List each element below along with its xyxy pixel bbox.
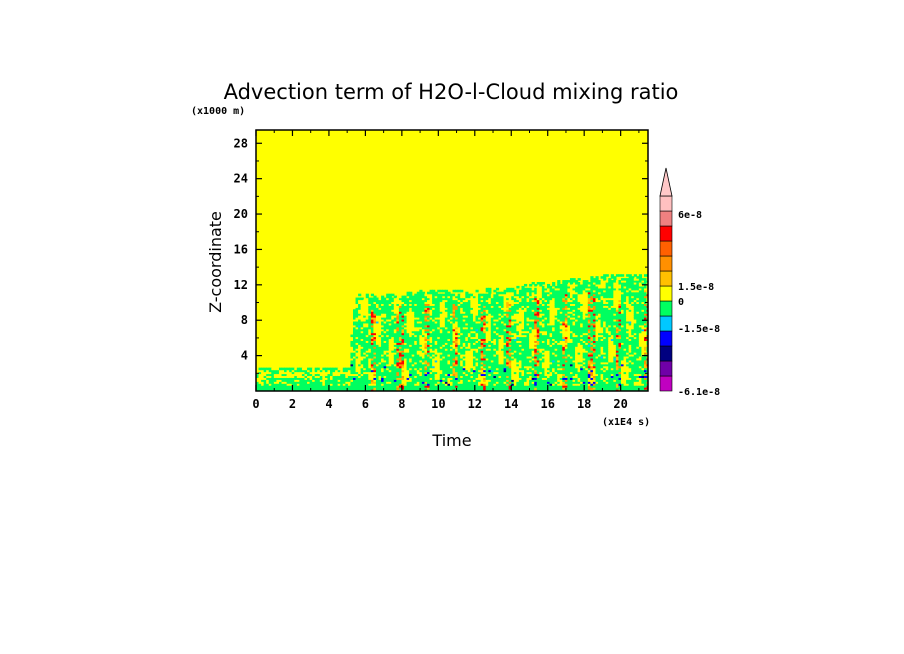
colorbar-segment [659,330,673,347]
x-tick-label: 20 [613,397,627,411]
plot-frame [255,129,649,392]
chart-title: Advection term of H2O-l-Cloud mixing rat… [224,80,679,104]
colorbar-overflow-arrow [659,167,673,197]
colorbar-segment [659,210,673,227]
colorbar-label: 1.5e-8 [678,282,714,293]
x-axis-label: Time [431,431,471,450]
colorbar-segment [659,270,673,287]
colorbar-label: -1.5e-8 [678,324,720,335]
x-tick-label: 12 [468,397,482,411]
x-unit-label: (x1E4 s) [602,417,650,428]
colorbar-segment [659,240,673,257]
x-axis-ticks: 0 2 4 6 8 10 12 14 16 18 20 [252,130,640,411]
colorbar-segment [659,195,673,212]
heatmap-field [256,274,648,391]
x-tick-label: 18 [577,397,591,411]
colorbar-segment [659,375,673,392]
x-tick-label: 8 [398,397,405,411]
colorbar-label: -6.1e-8 [678,387,720,398]
colorbar-segment [659,300,673,317]
x-tick-label: 0 [252,397,259,411]
y-axis-label: Z-coordinate [206,211,225,313]
x-tick-label: 14 [504,397,518,411]
y-unit-label: (x1000 m) [191,106,245,117]
x-tick-label: 6 [362,397,369,411]
y-tick-label: 20 [234,207,248,221]
colorbar: 6e-8 1.5e-8 0 -1.5e-8 -6.1e-8 [659,167,720,398]
x-tick-label: 2 [289,397,296,411]
y-tick-label: 8 [241,313,248,327]
colorbar-segment [659,285,673,302]
y-tick-label: 4 [241,349,248,363]
y-tick-label: 16 [234,242,248,256]
x-tick-label: 16 [540,397,554,411]
colorbar-label: 0 [678,297,684,308]
colorbar-segment [659,345,673,362]
colorbar-label: 6e-8 [678,210,702,221]
y-tick-label: 28 [234,136,248,150]
colorbar-segment [659,360,673,377]
colorbar-segment [659,315,673,332]
colorbar-segment [659,225,673,242]
x-tick-label: 10 [431,397,445,411]
colorbar-segment [659,255,673,272]
x-tick-label: 4 [325,397,332,411]
y-axis-ticks: 4 8 12 16 20 24 28 [234,136,648,374]
y-tick-label: 12 [234,278,248,292]
y-tick-label: 24 [234,172,248,186]
